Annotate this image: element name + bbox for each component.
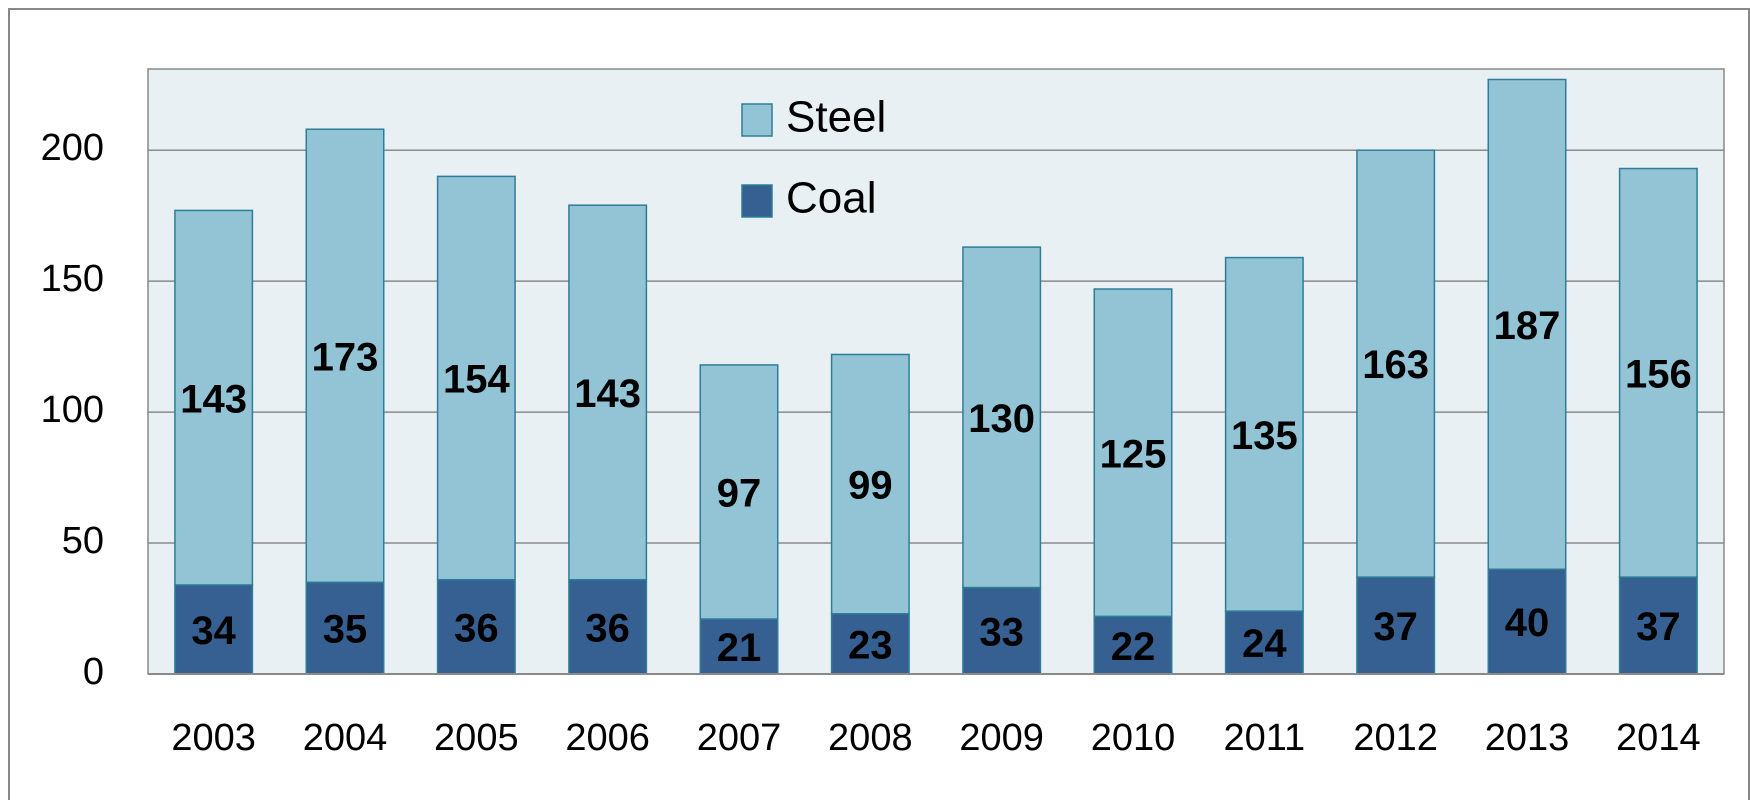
x-tick-label: 2012 <box>1353 717 1438 759</box>
data-label: 21 <box>717 626 762 670</box>
data-label: 37 <box>1373 605 1418 649</box>
data-label: 99 <box>848 464 893 508</box>
data-label: 154 <box>443 358 510 402</box>
bar-segment <box>568 578 648 675</box>
y-tick-label: 200 <box>41 127 104 169</box>
bar-segment <box>174 209 254 586</box>
bar-segment <box>830 353 910 615</box>
bar-segment <box>436 175 516 581</box>
bar-segment <box>1224 610 1304 675</box>
data-label: 187 <box>1494 304 1561 348</box>
data-label: 143 <box>574 372 641 416</box>
x-tick-label: 2014 <box>1616 717 1701 759</box>
bar-segment <box>1487 78 1567 570</box>
bar-segment <box>962 246 1042 589</box>
data-label: 97 <box>717 472 762 516</box>
legend-swatch <box>741 103 773 137</box>
x-tick-label: 2003 <box>171 717 256 759</box>
data-label: 36 <box>454 606 499 650</box>
data-label: 40 <box>1505 601 1550 645</box>
bar-segment <box>1618 167 1698 578</box>
data-label: 156 <box>1625 352 1692 396</box>
y-tick-label: 50 <box>62 520 104 562</box>
legend-label: Coal <box>786 174 877 223</box>
x-tick-label: 2011 <box>1223 717 1305 759</box>
x-tick-label: 2005 <box>434 717 519 759</box>
x-tick-label: 2006 <box>565 717 650 759</box>
x-tick-label: 2013 <box>1485 717 1570 759</box>
data-label: 143 <box>180 377 247 421</box>
x-tick-label: 2004 <box>303 717 388 759</box>
data-label: 37 <box>1636 605 1681 649</box>
plot-area <box>147 68 1725 675</box>
data-label: 125 <box>1100 432 1167 476</box>
data-label: 34 <box>191 609 236 653</box>
x-tick-label: 2008 <box>828 717 913 759</box>
x-tick-label: 2010 <box>1091 717 1176 759</box>
data-label: 163 <box>1362 343 1429 387</box>
bar-segment <box>699 364 779 620</box>
bar-segment <box>1093 288 1173 618</box>
data-label: 35 <box>323 608 368 652</box>
bar-segment <box>305 581 385 675</box>
bar-segment <box>699 618 779 675</box>
bar-segment <box>568 204 648 581</box>
bar-segment <box>1224 256 1304 612</box>
y-tick-label: 0 <box>83 651 104 693</box>
y-tick-label: 150 <box>41 258 104 300</box>
data-label: 23 <box>848 623 893 667</box>
legend-label: Steel <box>786 93 886 142</box>
y-tick-label: 100 <box>41 389 104 431</box>
bar-segment <box>305 128 385 584</box>
data-label: 135 <box>1231 414 1298 458</box>
data-label: 24 <box>1242 622 1287 666</box>
data-label: 130 <box>968 397 1035 441</box>
data-label: 173 <box>312 335 379 379</box>
data-label: 22 <box>1111 625 1156 669</box>
bar-segment <box>1356 576 1436 675</box>
bar-segment <box>1356 149 1436 578</box>
data-label: 33 <box>979 610 1024 654</box>
x-tick-label: 2009 <box>959 717 1044 759</box>
legend-swatch <box>741 184 773 218</box>
data-label: 36 <box>585 606 630 650</box>
x-tick-label: 2007 <box>697 717 782 759</box>
